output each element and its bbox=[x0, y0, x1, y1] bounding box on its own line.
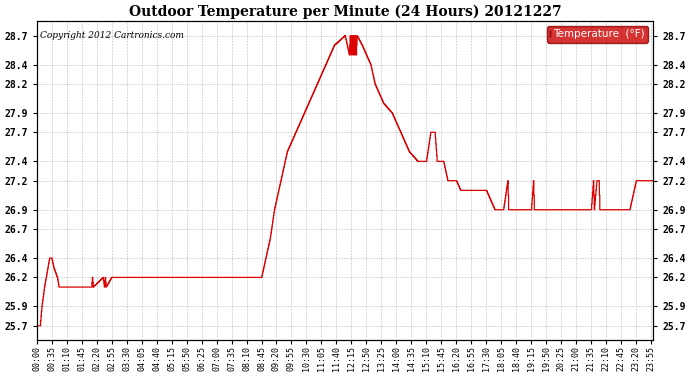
Text: Copyright 2012 Cartronics.com: Copyright 2012 Cartronics.com bbox=[40, 31, 184, 40]
Title: Outdoor Temperature per Minute (24 Hours) 20121227: Outdoor Temperature per Minute (24 Hours… bbox=[129, 4, 561, 18]
Legend: Temperature  (°F): Temperature (°F) bbox=[547, 26, 648, 43]
